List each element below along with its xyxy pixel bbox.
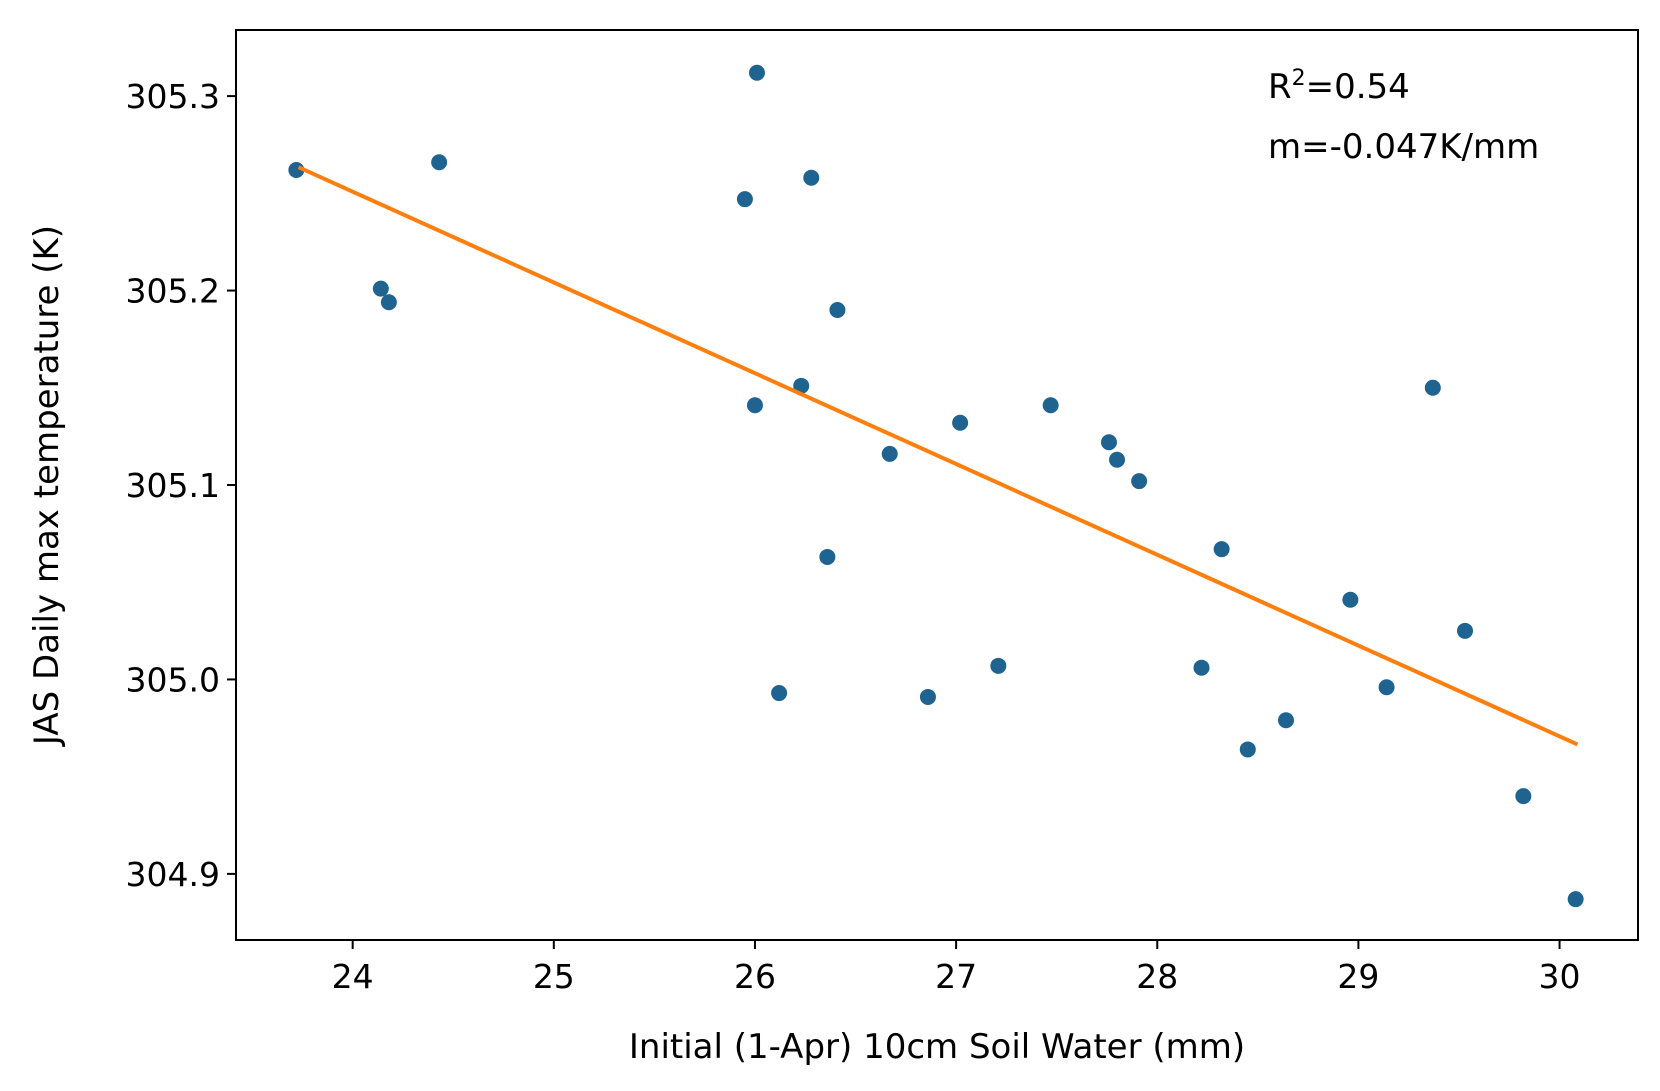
data-point <box>1424 379 1441 396</box>
y-tick-label: 305.1 <box>126 466 220 505</box>
data-point <box>1515 788 1532 805</box>
r-squared-prefix: R <box>1268 67 1292 107</box>
data-point <box>1239 741 1256 758</box>
regression-line <box>297 165 1579 747</box>
r-squared-value: =0.54 <box>1306 67 1410 107</box>
x-axis-label: Initial (1-Apr) 10cm Soil Water (mm) <box>629 1027 1245 1067</box>
r-squared-superscript: 2 <box>1292 66 1306 91</box>
data-point <box>1457 622 1474 639</box>
x-tick-label: 26 <box>734 957 776 996</box>
y-axis-label: JAS Daily max temperature (K) <box>27 225 67 747</box>
data-point <box>1131 473 1148 490</box>
data-point <box>793 377 810 394</box>
marks-layer <box>288 64 1584 908</box>
x-tick-label: 25 <box>533 957 575 996</box>
ticks-layer: 24 25 26 27 28 29 30 304.9 305.0 305.1 305.2 305.3 <box>126 77 1581 996</box>
x-tick-label: 29 <box>1337 957 1379 996</box>
y-tick-label: 304.9 <box>126 855 220 894</box>
data-point <box>736 191 753 208</box>
data-point <box>1213 541 1230 558</box>
data-point <box>748 64 765 81</box>
data-point <box>952 414 969 431</box>
data-point <box>803 169 820 186</box>
r-squared-annotation: R2=0.54 <box>1268 66 1410 107</box>
x-tick-label: 30 <box>1539 957 1581 996</box>
plot-frame <box>235 29 1639 941</box>
data-point <box>1109 451 1126 468</box>
x-tick-label: 27 <box>935 957 977 996</box>
data-point <box>990 657 1007 674</box>
y-tick-label: 305.3 <box>126 77 220 116</box>
y-tick-label: 305.0 <box>126 660 220 699</box>
slope-annotation: m=-0.047K/mm <box>1268 127 1539 167</box>
data-point <box>1193 659 1210 676</box>
data-point <box>1378 679 1395 696</box>
y-tick-label: 305.2 <box>126 272 220 311</box>
data-point <box>380 294 397 311</box>
data-point <box>829 302 846 318</box>
data-point <box>1042 397 1059 414</box>
data-point <box>919 688 936 705</box>
data-point <box>1342 591 1359 608</box>
data-point <box>1277 712 1294 729</box>
data-point <box>746 397 763 414</box>
data-point <box>431 154 448 171</box>
data-point <box>819 548 836 565</box>
data-point <box>881 445 898 462</box>
data-point <box>1100 434 1117 451</box>
data-point <box>771 685 788 702</box>
data-point <box>372 280 389 297</box>
x-tick-label: 24 <box>332 957 374 996</box>
data-point <box>1567 891 1584 908</box>
x-tick-label: 28 <box>1136 957 1178 996</box>
